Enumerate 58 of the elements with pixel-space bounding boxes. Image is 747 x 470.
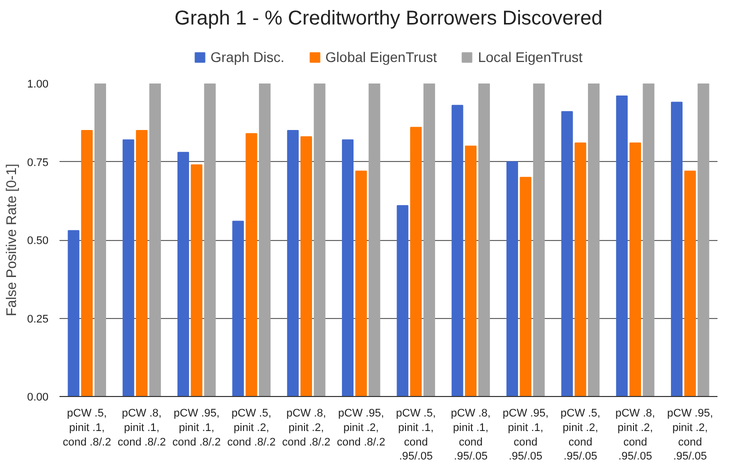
bar <box>204 84 216 396</box>
y-axis-title: False Positive Rate [0-1] <box>3 164 20 316</box>
bar <box>300 136 312 396</box>
bar <box>642 84 654 396</box>
x-tick-label: pCW .5, pinit .2, cond .95/.05 <box>560 408 600 463</box>
x-tick-label: pCW .95, pinit .1, cond .8/.2 <box>172 408 221 448</box>
bar <box>246 133 258 396</box>
bar <box>136 130 148 396</box>
bar <box>588 84 600 396</box>
x-tick-label: pCW .5, pinit .1, cond .8/.2 <box>62 408 112 448</box>
bar <box>452 104 464 396</box>
chart-title: Graph 1 - % Creditworthy Borrowers Discovered <box>174 8 602 30</box>
bar <box>94 84 106 396</box>
bar <box>478 84 490 396</box>
x-tick-label: pCW .5, pinit .2, cond .8/.2 <box>227 408 276 448</box>
bar <box>355 170 367 396</box>
bar <box>258 84 271 396</box>
x-tick-label: pCW .5, pinit .1, cond .95/.05 <box>396 408 436 463</box>
bar <box>81 130 93 396</box>
bar <box>177 152 190 396</box>
legend-label: Global EigenTrust <box>325 49 437 65</box>
bar <box>520 176 532 396</box>
bar <box>149 84 161 396</box>
bar <box>314 84 326 396</box>
x-tick-label: pCW .95, pinit .2, cond .95/.05 <box>667 408 714 463</box>
x-tick-label: pCW .8, pinit .2, cond .95/.05 <box>615 408 656 463</box>
bar <box>232 220 244 396</box>
bar <box>616 96 628 396</box>
x-tick-label: pCW .95, pinit .2, cond .8/.2 <box>336 408 386 448</box>
bar <box>410 126 422 396</box>
y-tick-label: 0.00 <box>27 392 49 404</box>
bar <box>342 139 354 396</box>
bar <box>287 130 299 396</box>
bar <box>670 102 683 396</box>
bar <box>464 146 477 396</box>
x-tick-label: pCW .8, pinit .1, cond .8/.2 <box>118 408 166 448</box>
bar <box>423 84 436 396</box>
x-tick-label: pCW .8, pinit .2, cond .8/.2 <box>282 408 330 448</box>
bar <box>533 84 545 396</box>
y-tick-label: 1.00 <box>27 78 49 90</box>
bar <box>122 139 134 396</box>
bar <box>68 230 80 396</box>
bar <box>684 170 696 396</box>
x-tick-label: pCW .8, pinit .1, cond .95/.05 <box>450 408 491 463</box>
bar <box>368 84 380 396</box>
legend-label: Local EigenTrust <box>478 49 583 65</box>
legend-label: Graph Disc. <box>210 49 284 65</box>
bar <box>561 111 573 396</box>
y-tick-label: 0.50 <box>27 235 49 247</box>
x-tick-label: pCW .95, pinit .1, cond .95/.05 <box>502 408 549 463</box>
y-tick-label: 0.25 <box>27 313 49 326</box>
bar <box>396 205 408 396</box>
bar <box>629 142 642 396</box>
bar <box>190 164 202 396</box>
bar <box>698 84 710 396</box>
y-tick-label: 0.75 <box>27 156 49 169</box>
bar <box>574 142 586 396</box>
bar <box>506 161 518 396</box>
